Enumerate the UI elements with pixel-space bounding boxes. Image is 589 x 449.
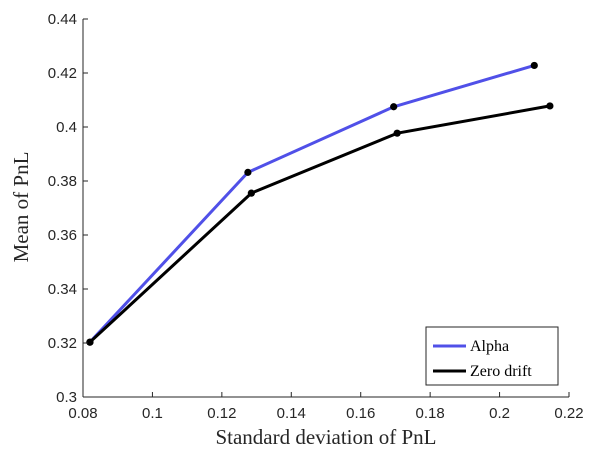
x-axis-label: Standard deviation of PnL [215,425,436,449]
legend-label-alpha: Alpha [470,338,509,355]
x-tick-label: 0.14 [277,405,306,422]
x-tick-label: 0.08 [68,405,97,422]
x-tick-label: 0.12 [207,405,236,422]
legend-label-zero-drift: Zero drift [470,363,532,380]
x-tick-label: 0.16 [346,405,375,422]
series-line-alpha [88,63,535,344]
data-point-zero-drift [393,129,401,137]
series-line-zero-drift [88,104,551,344]
y-tick-label: 0.32 [48,335,77,352]
data-point-zero-drift [86,338,94,346]
y-tick-label: 0.38 [48,173,77,190]
x-tick-label: 0.1 [142,405,163,422]
y-tick-label: 0.36 [48,227,77,244]
legend: Alpha Zero drift [425,326,559,386]
data-point-alpha [390,103,398,111]
y-tick-label: 0.3 [56,389,77,406]
x-tick-label: 0.18 [416,405,445,422]
data-point-alpha [530,61,538,70]
y-tick-label: 0.44 [48,11,77,28]
data-point-zero-drift [546,102,554,110]
legend-box [425,326,559,386]
x-tick-label: 0.2 [489,405,510,422]
y-tick-label: 0.34 [48,281,77,298]
y-tick-label: 0.42 [48,65,77,82]
data-point-zero-drift [247,189,255,197]
data-point-alpha [244,168,252,176]
axes [82,19,569,398]
x-tick-label: 0.22 [554,405,583,422]
axis-ticks: 0.08 0.1 0.12 0.14 0.16 0.18 0.2 0.22 0.3 0.32 0.3… [48,11,584,422]
y-axis-label: Mean of PnL [9,152,33,263]
series-lines [88,63,551,344]
series-markers [86,61,554,346]
y-tick-label: 0.4 [56,119,77,136]
